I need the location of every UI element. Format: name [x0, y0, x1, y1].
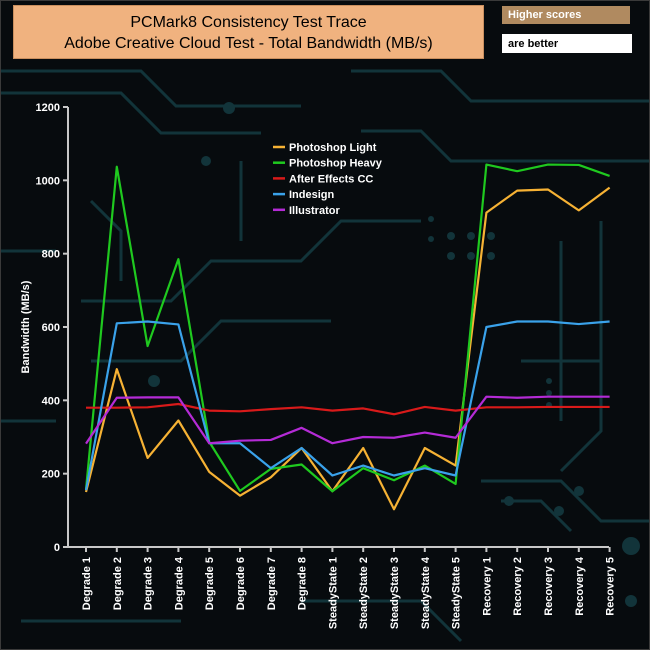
- y-tick-label: 1200: [36, 102, 60, 114]
- x-tick-label: Degrade 2: [112, 557, 124, 610]
- chart-title: PCMark8 Consistency Test Trace: [130, 14, 367, 31]
- x-tick-label: Degrade 7: [266, 557, 278, 610]
- series-line-0: [84, 186, 611, 511]
- series-line-1: [84, 163, 610, 493]
- legend-label-0: Photoshop Light: [289, 142, 377, 154]
- y-tick-label: 0: [54, 542, 60, 554]
- y-tick-label: 600: [42, 322, 60, 334]
- x-tick-label: Degrade 5: [204, 557, 216, 610]
- x-tick-label: Recovery 5: [605, 557, 617, 616]
- y-axis-label: Bandwidth (MB/s): [20, 280, 32, 373]
- series-line-2: [86, 402, 610, 416]
- y-tick-label: 800: [42, 249, 60, 261]
- series-line-4: [85, 395, 610, 445]
- x-tick-label: Degrade 1: [81, 557, 93, 610]
- are-better-note: are better: [502, 34, 632, 53]
- x-tick-label: SteadyState 2: [358, 557, 370, 629]
- x-tick-label: SteadyState 5: [451, 557, 463, 629]
- y-axis-ticks: 0 200 400 600 800 1000 1200: [36, 102, 68, 554]
- x-tick-label: Degrade 8: [297, 557, 309, 610]
- higher-scores-note: Higher scores: [502, 6, 630, 24]
- x-tick-label: Recovery 4: [574, 556, 586, 616]
- legend-label-4: Illustrator: [289, 205, 340, 217]
- series-line-3: [84, 320, 610, 491]
- series-lines: [84, 163, 611, 511]
- x-tick-label: SteadyState 3: [389, 557, 401, 629]
- chart-title-box: PCMark8 Consistency Test Trace Adobe Cre…: [13, 5, 484, 59]
- legend-label-2: After Effects CC: [289, 173, 373, 185]
- chart-subtitle: Adobe Creative Cloud Test - Total Bandwi…: [64, 35, 433, 52]
- x-tick-label: Degrade 6: [235, 557, 247, 610]
- x-tick-label: Recovery 1: [481, 557, 493, 616]
- x-tick-label: SteadyState 1: [327, 557, 339, 629]
- legend-label-1: Photoshop Heavy: [289, 158, 383, 170]
- x-tick-label: Degrade 4: [173, 556, 185, 610]
- chart-legend: Photoshop Light Photoshop Heavy After Eff…: [273, 142, 383, 217]
- x-tick-label: Degrade 3: [143, 557, 155, 610]
- x-tick-label: Recovery 3: [543, 557, 555, 616]
- y-tick-label: 200: [42, 469, 60, 481]
- x-tick-label: SteadyState 4: [420, 556, 432, 629]
- legend-label-3: Indesign: [289, 189, 335, 201]
- x-axis-ticks: Degrade 1 Degrade 2 Degrade 3 Degrade 4 Degr…: [81, 547, 617, 629]
- y-tick-label: 400: [42, 395, 60, 407]
- y-tick-label: 1000: [36, 175, 60, 187]
- x-tick-label: Recovery 2: [512, 557, 524, 616]
